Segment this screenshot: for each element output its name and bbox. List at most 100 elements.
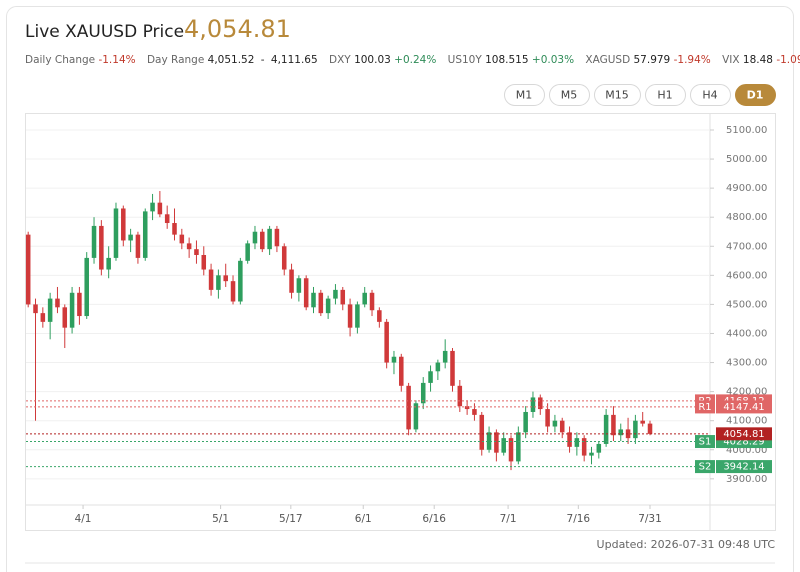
candle-body [216, 275, 221, 290]
candle-body [567, 432, 572, 447]
candle-body [355, 304, 360, 328]
button-bg[interactable] [645, 84, 686, 106]
y-tick-label: 3900.00 [726, 474, 767, 485]
stat-separator: - [261, 54, 265, 66]
candle-body [494, 432, 499, 453]
candle-body [274, 228, 280, 247]
candle-body [318, 292, 324, 314]
candle-body [194, 249, 199, 255]
stat-change: -1.14% [98, 54, 135, 66]
timeframe-button[interactable]: H1 [645, 84, 686, 106]
candle-body [245, 243, 250, 261]
candle-body [633, 420, 638, 439]
candle-body [362, 292, 367, 305]
plot: 3900.00 4000.00 4100.00 4200.00 4300.00 4400.… [25, 125, 772, 525]
x-tick-label: 4/1 [75, 513, 92, 525]
candle-body [164, 214, 170, 224]
candle-body [530, 397, 536, 412]
y-tick-label: 4800.00 [726, 212, 767, 223]
candle-body [99, 225, 104, 270]
x-tick-label: 6/1 [355, 513, 372, 525]
button-bg[interactable] [594, 84, 641, 106]
stat-label: US10Y [448, 54, 483, 66]
candle-body [523, 411, 528, 433]
candle-body [545, 409, 550, 427]
candle-body [420, 382, 426, 404]
candle-body [640, 420, 645, 424]
candle-body [486, 432, 492, 450]
candle-body [238, 260, 243, 302]
x-tick-label: 5/17 [279, 513, 303, 525]
candle-body [347, 304, 353, 328]
level-tag [716, 460, 772, 474]
candle-body [625, 429, 631, 439]
y-tick-label: 4100.00 [726, 416, 767, 427]
x-tick-label: 7/1 [500, 513, 517, 525]
candle-body [435, 362, 441, 372]
timeframe-button[interactable]: D1 [735, 84, 776, 106]
level-name: S1 [699, 437, 712, 448]
candle-body [84, 257, 89, 317]
candle-body [384, 321, 389, 363]
timeframe-button[interactable]: M1 [504, 84, 545, 106]
level-value: 3942.14 [723, 462, 764, 473]
button-label[interactable]: H1 [657, 89, 672, 102]
level-value: 4147.41 [723, 402, 764, 413]
y-tick-label: 4700.00 [726, 241, 767, 252]
timeframe-button[interactable]: H4 [690, 84, 731, 106]
y-tick-label: 4300.00 [726, 358, 767, 369]
candle-body [618, 429, 624, 436]
candle-body [172, 223, 177, 235]
level-value: 4054.81 [723, 429, 764, 440]
candle-body [311, 292, 316, 308]
candle-body [611, 414, 616, 436]
candle-body [40, 313, 46, 322]
candle-body [508, 438, 514, 462]
timeframe-button[interactable]: M5 [549, 84, 590, 106]
button-label[interactable]: D1 [747, 89, 764, 102]
button-label[interactable]: M5 [561, 89, 578, 102]
candle-body [91, 225, 97, 258]
updated: Updated: 2026-07-31 09:48 UTC [597, 538, 776, 551]
candle-body [457, 385, 463, 407]
candle-body [289, 269, 294, 293]
candle-body [406, 385, 411, 430]
stat-label: Daily Change [25, 54, 95, 66]
button-label[interactable]: M1 [516, 89, 533, 102]
stat-value: 57.979 [634, 54, 671, 66]
candle-body [77, 292, 82, 317]
candle-body [377, 310, 382, 322]
button-label[interactable]: H4 [702, 89, 717, 102]
level-name: S2 [699, 462, 712, 473]
candle-body [296, 278, 302, 293]
candle-body [479, 414, 485, 450]
stat-change: -1.94% [674, 54, 711, 66]
button-label[interactable]: M15 [605, 89, 629, 102]
stat-value: 4,051.52 [208, 54, 255, 66]
stat-label: XAGUSD [585, 54, 630, 66]
y-tick-label: 4000.00 [726, 445, 767, 456]
button-bg[interactable] [690, 84, 731, 106]
candle-body [442, 350, 448, 363]
button-bg[interactable] [504, 84, 545, 106]
candle-body [186, 243, 192, 250]
candle-body [25, 234, 31, 305]
candle-body [559, 420, 565, 433]
candle-body [223, 275, 228, 282]
candle-body [464, 406, 470, 410]
stat-value: 4,111.65 [271, 54, 318, 66]
timeframe-button[interactable]: M15 [594, 84, 641, 106]
level-tag [695, 460, 715, 474]
level-name: R1 [698, 402, 711, 413]
candle-body [552, 420, 558, 427]
timeframe-bar: M1 M5 M15 H1 H4 D1 [504, 84, 776, 106]
candle-body [589, 452, 594, 456]
button-bg[interactable] [549, 84, 590, 106]
candle-body [413, 403, 419, 430]
button-bg[interactable] [735, 84, 776, 106]
x-tick-label: 7/16 [567, 513, 591, 525]
candle-body [399, 356, 404, 386]
candle-body [267, 228, 272, 250]
chart-frame [25, 113, 776, 531]
